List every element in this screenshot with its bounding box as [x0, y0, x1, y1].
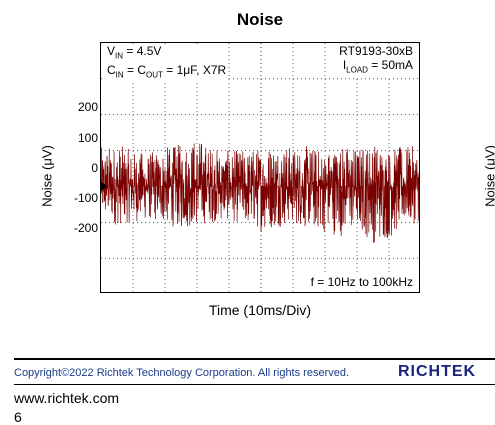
noise-series-line — [101, 143, 420, 243]
annotation-conditions-left: VIN = 4.5V CIN = COUT = 1μF, X7R — [105, 44, 228, 83]
y-tick-label: -100 — [56, 192, 98, 204]
y-tick-label: 100 — [56, 132, 98, 144]
annotation-iload: ILOAD = 50mA — [339, 58, 413, 77]
x-axis-label: Time (10ms/Div) — [100, 302, 420, 318]
annotation-vin: VIN = 4.5V — [107, 44, 226, 63]
adjacent-y-axis-label: Noise (μV) — [483, 145, 495, 207]
page-number: 6 — [14, 409, 22, 425]
footer-divider — [14, 384, 495, 385]
y-tick-label: -200 — [56, 222, 98, 234]
richtek-logo: RICHTEK — [398, 363, 476, 381]
y-axis-label: Noise (μV) — [40, 145, 55, 207]
noise-trace — [101, 143, 420, 243]
plot-area: VIN = 4.5V CIN = COUT = 1μF, X7R RT9193-… — [100, 42, 420, 293]
website-link[interactable]: www.richtek.com — [14, 390, 119, 406]
copyright-text: Copyright©2022 Richtek Technology Corpor… — [14, 367, 349, 379]
annotation-bandwidth: f = 10Hz to 100kHz — [309, 275, 415, 289]
y-tick-label: 200 — [56, 101, 98, 113]
annotation-cin-cout: CIN = COUT = 1μF, X7R — [107, 63, 226, 82]
chart-title: Noise — [100, 10, 420, 30]
footer-divider — [14, 358, 495, 360]
y-tick-label: 0 — [56, 162, 98, 174]
annotation-part-number: RT9193-30xB — [339, 44, 413, 58]
annotation-conditions-right: RT9193-30xB ILOAD = 50mA — [337, 44, 415, 77]
